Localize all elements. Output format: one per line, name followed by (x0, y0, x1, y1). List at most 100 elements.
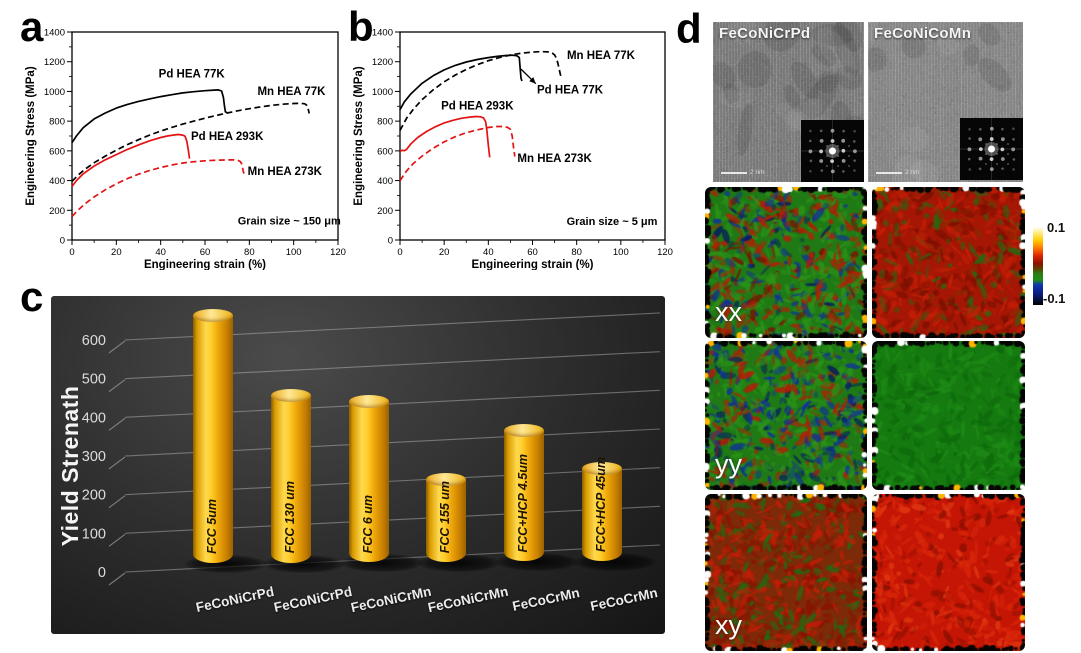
diffraction-spot-weak (1007, 163, 1009, 165)
colorbar-max-label: 0.1 (1047, 220, 1066, 235)
diffraction-spot (989, 137, 994, 141)
diffraction-spot-weak (985, 163, 987, 165)
tem-label-feconicomn: FeCoNiCoMn (874, 25, 972, 42)
x-axis-title: Engineering strain (%) (471, 259, 593, 270)
bar-phase-label: FCC+HCP 45um (594, 456, 608, 552)
diffraction-spot (978, 156, 983, 161)
diffraction-spot (1000, 147, 1005, 152)
diffraction-spot (830, 169, 835, 174)
series-curve (399, 125, 516, 182)
strain-component-label: xy (715, 610, 742, 640)
x-tick-label: 60 (200, 247, 211, 258)
bar-body (193, 314, 233, 563)
bar-phase-label: FCC+HCP 4.5um (516, 453, 531, 553)
diffraction-spot (1000, 137, 1005, 142)
panel-c-yield-strength-chart: 0 100 200 300 400 500 600 Yield Strenath FCC 5… (51, 296, 665, 634)
diffraction-spot (853, 149, 857, 154)
bar-phase-label: FCC 130 um (282, 481, 297, 554)
grid-connector (108, 340, 126, 354)
diffraction-spot (1000, 157, 1005, 161)
strain-map-xy-feconicomn (872, 494, 1025, 651)
y-tick-label: 800 (377, 117, 393, 128)
c-y-tick-label: 500 (82, 372, 106, 388)
scale-bar: 2 nm (876, 169, 919, 176)
diffraction-spot (989, 126, 994, 131)
series-label: Pd HEA 77K (537, 85, 604, 97)
colorbar-min-label: -0.1 (1043, 291, 1066, 306)
diffraction-spot (830, 128, 835, 133)
series-curve (71, 133, 191, 188)
bar-phase-label: FCC 155 um (438, 480, 453, 553)
bar-top-ellipse (426, 473, 467, 487)
diffraction-spot (819, 149, 823, 154)
diffraction-spot (842, 129, 845, 133)
grid-connector (108, 379, 126, 393)
diffraction-spot (968, 127, 971, 131)
y-tick-label: 400 (377, 176, 393, 187)
c-y-tick-label: 400 (82, 410, 106, 426)
diffraction-spot (978, 147, 983, 152)
diffraction-spot (819, 138, 824, 143)
diffraction-spot-weak (996, 153, 998, 155)
scale-bar-text: 2 nm (905, 169, 920, 176)
panel-c-label: c (20, 273, 44, 320)
c-y-axis-title: Yield Strenath (57, 385, 83, 547)
series-label: Mn HEA 273K (517, 153, 592, 165)
diffraction-spot (841, 159, 846, 163)
diffraction-spot-weak (848, 145, 850, 147)
yield-strength-bar: FCC 6 um (348, 394, 389, 563)
x-tick-label: 60 (527, 247, 538, 258)
x-tick-label: 20 (111, 247, 122, 258)
yield-strength-bar: FCC 130 um (270, 389, 311, 563)
y-tick-label: 0 (60, 236, 65, 247)
x-tick-label: 120 (330, 247, 346, 258)
scale-bar-text: 2 nm (750, 169, 765, 176)
x-tick-label: 20 (439, 247, 450, 258)
diffraction-spot (1012, 168, 1015, 171)
diffraction-spot (989, 157, 994, 162)
panel-b-label: b (348, 3, 374, 50)
diffraction-spot (968, 137, 971, 140)
diffraction-spot (841, 138, 846, 143)
diffraction-spot (979, 128, 982, 131)
series-curve (71, 89, 228, 144)
scale-bar-line (721, 171, 747, 174)
diffraction-spot (819, 129, 823, 133)
diffraction-spot (808, 139, 812, 143)
colorbar: 0.1 -0.1 (1033, 220, 1065, 306)
series-label: Mn HEA 273K (248, 166, 323, 178)
diffraction-spot (853, 129, 856, 133)
diffraction-spot-weak (1007, 143, 1009, 145)
c-y-tick-label: 0 (98, 565, 106, 581)
diffraction-spot-weak (1007, 153, 1009, 155)
diffraction-spot (1011, 147, 1016, 152)
y-tick-label: 1200 (44, 57, 65, 68)
panel-d-label: d (676, 5, 702, 52)
bar-body (582, 468, 622, 561)
annotation-arrowhead (529, 77, 536, 84)
series-label: Pd HEA 293K (441, 101, 514, 113)
diffraction-spot (819, 159, 824, 163)
c-y-tick-label: 200 (82, 488, 106, 504)
diffraction-spot-weak (848, 155, 850, 157)
x-tick-label: 40 (155, 247, 166, 258)
y-axis-title: Engineering Stress (MPa) (353, 66, 365, 205)
diffraction-spot (967, 147, 972, 152)
diffraction-spot (1001, 167, 1004, 170)
series-label: Pd HEA 77K (159, 68, 226, 80)
x-tick-label: 80 (571, 247, 582, 258)
bar-top-ellipse (582, 462, 622, 476)
bar-body (504, 429, 545, 562)
y-axis-title: Engineering Stress (MPa) (25, 66, 37, 205)
diffraction-spot-weak (837, 165, 839, 167)
diffraction-spot (820, 169, 824, 172)
strain-map-xx-feconicomn (872, 187, 1025, 338)
strain-map-canvas (705, 494, 867, 651)
x-tick-label: 40 (483, 247, 494, 258)
diffraction-spot (830, 139, 835, 143)
strain-map-canvas (872, 187, 1025, 338)
diffraction-spot (967, 157, 971, 161)
diffraction-spot (1012, 127, 1015, 131)
strain-map-canvas (705, 187, 867, 338)
